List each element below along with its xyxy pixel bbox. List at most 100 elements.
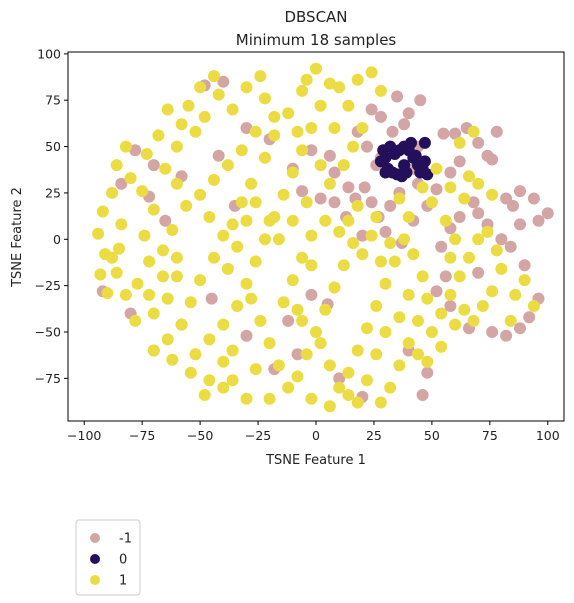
- data-point: [198, 110, 211, 123]
- data-point: [323, 359, 336, 372]
- data-point: [282, 107, 295, 120]
- data-point: [305, 122, 318, 134]
- x-tick-label: −25: [245, 428, 271, 443]
- data-point: [412, 348, 424, 361]
- data-point: [463, 251, 475, 264]
- data-point: [217, 355, 230, 368]
- data-point: [268, 129, 281, 142]
- y-tick-label: 100: [37, 46, 61, 61]
- data-point: [370, 300, 383, 312]
- data-point: [402, 107, 415, 120]
- legend-label: 1: [119, 574, 127, 589]
- data-point: [402, 337, 415, 350]
- data-point: [226, 374, 239, 387]
- data-point: [379, 166, 392, 179]
- data-point: [305, 229, 318, 242]
- data-point: [184, 366, 197, 379]
- data-point: [351, 73, 364, 86]
- x-axis-ticks: −100 −75 −50 −25 0 25 50 75 100: [67, 421, 560, 443]
- data-point: [532, 214, 545, 227]
- data-point: [425, 326, 438, 338]
- data-point: [161, 292, 174, 305]
- data-point: [208, 70, 220, 83]
- data-point: [347, 237, 360, 249]
- data-point: [131, 277, 144, 290]
- data-point: [486, 188, 499, 201]
- data-point: [486, 285, 499, 298]
- data-point: [226, 218, 239, 231]
- data-point: [328, 196, 341, 209]
- x-axis-label: TSNE Feature 1: [265, 453, 366, 468]
- data-point: [342, 181, 355, 194]
- data-point: [159, 214, 172, 227]
- data-point: [184, 296, 197, 309]
- data-point: [94, 268, 107, 281]
- data-point: [374, 255, 387, 268]
- data-point: [449, 127, 462, 140]
- data-point: [286, 166, 299, 179]
- data-point: [110, 266, 123, 279]
- data-point: [444, 300, 457, 312]
- x-tick-label: 25: [366, 428, 382, 443]
- data-point: [143, 255, 156, 268]
- data-point: [240, 214, 253, 227]
- data-point: [106, 186, 118, 199]
- x-tick-label: −50: [187, 428, 213, 443]
- data-point: [217, 381, 230, 394]
- data-point: [231, 300, 244, 312]
- data-point: [481, 225, 494, 238]
- data-point: [407, 248, 420, 261]
- data-point: [226, 103, 239, 116]
- data-point: [444, 181, 457, 194]
- data-point: [182, 99, 195, 112]
- data-point: [226, 344, 239, 357]
- data-point: [398, 118, 411, 131]
- data-point: [472, 207, 485, 220]
- data-point: [217, 75, 230, 88]
- data-point: [277, 296, 290, 309]
- data-point: [361, 374, 373, 387]
- data-point: [351, 344, 364, 357]
- data-point: [208, 251, 220, 264]
- data-point: [92, 227, 105, 240]
- data-point: [402, 288, 415, 301]
- data-point: [157, 244, 169, 257]
- data-point: [221, 159, 234, 172]
- data-point: [418, 155, 431, 168]
- data-point: [268, 110, 281, 123]
- data-point: [124, 172, 137, 185]
- data-point: [328, 281, 341, 294]
- data-point: [221, 262, 234, 275]
- data-point: [180, 199, 193, 212]
- data-point: [101, 287, 114, 300]
- data-point: [157, 270, 169, 283]
- y-tick-label: 50: [45, 139, 61, 154]
- y-tick-label: 0: [53, 232, 61, 247]
- data-point: [194, 274, 207, 287]
- y-axis-label: TSNE Feature 2: [10, 187, 25, 288]
- data-point: [296, 144, 309, 157]
- data-point: [523, 311, 536, 324]
- data-point: [458, 303, 471, 316]
- data-point: [314, 99, 327, 112]
- data-point: [259, 233, 271, 246]
- data-point: [490, 125, 503, 138]
- points-layer: [92, 62, 554, 413]
- data-point: [444, 251, 457, 264]
- data-point: [393, 359, 406, 372]
- data-point: [296, 185, 309, 198]
- data-point: [444, 166, 457, 179]
- x-tick-label: 50: [424, 428, 440, 443]
- data-point: [351, 396, 364, 409]
- legend-marker: [90, 554, 100, 564]
- data-point: [249, 363, 262, 376]
- data-point: [305, 259, 318, 272]
- data-point: [409, 149, 422, 162]
- data-point: [300, 348, 313, 361]
- data-point: [259, 92, 271, 105]
- y-tick-label: −50: [35, 324, 61, 339]
- y-axis-ticks: −75 −50 −25 0 25 50 75 100: [35, 46, 68, 386]
- data-point: [374, 84, 387, 97]
- data-point: [444, 288, 457, 301]
- data-point: [509, 288, 522, 301]
